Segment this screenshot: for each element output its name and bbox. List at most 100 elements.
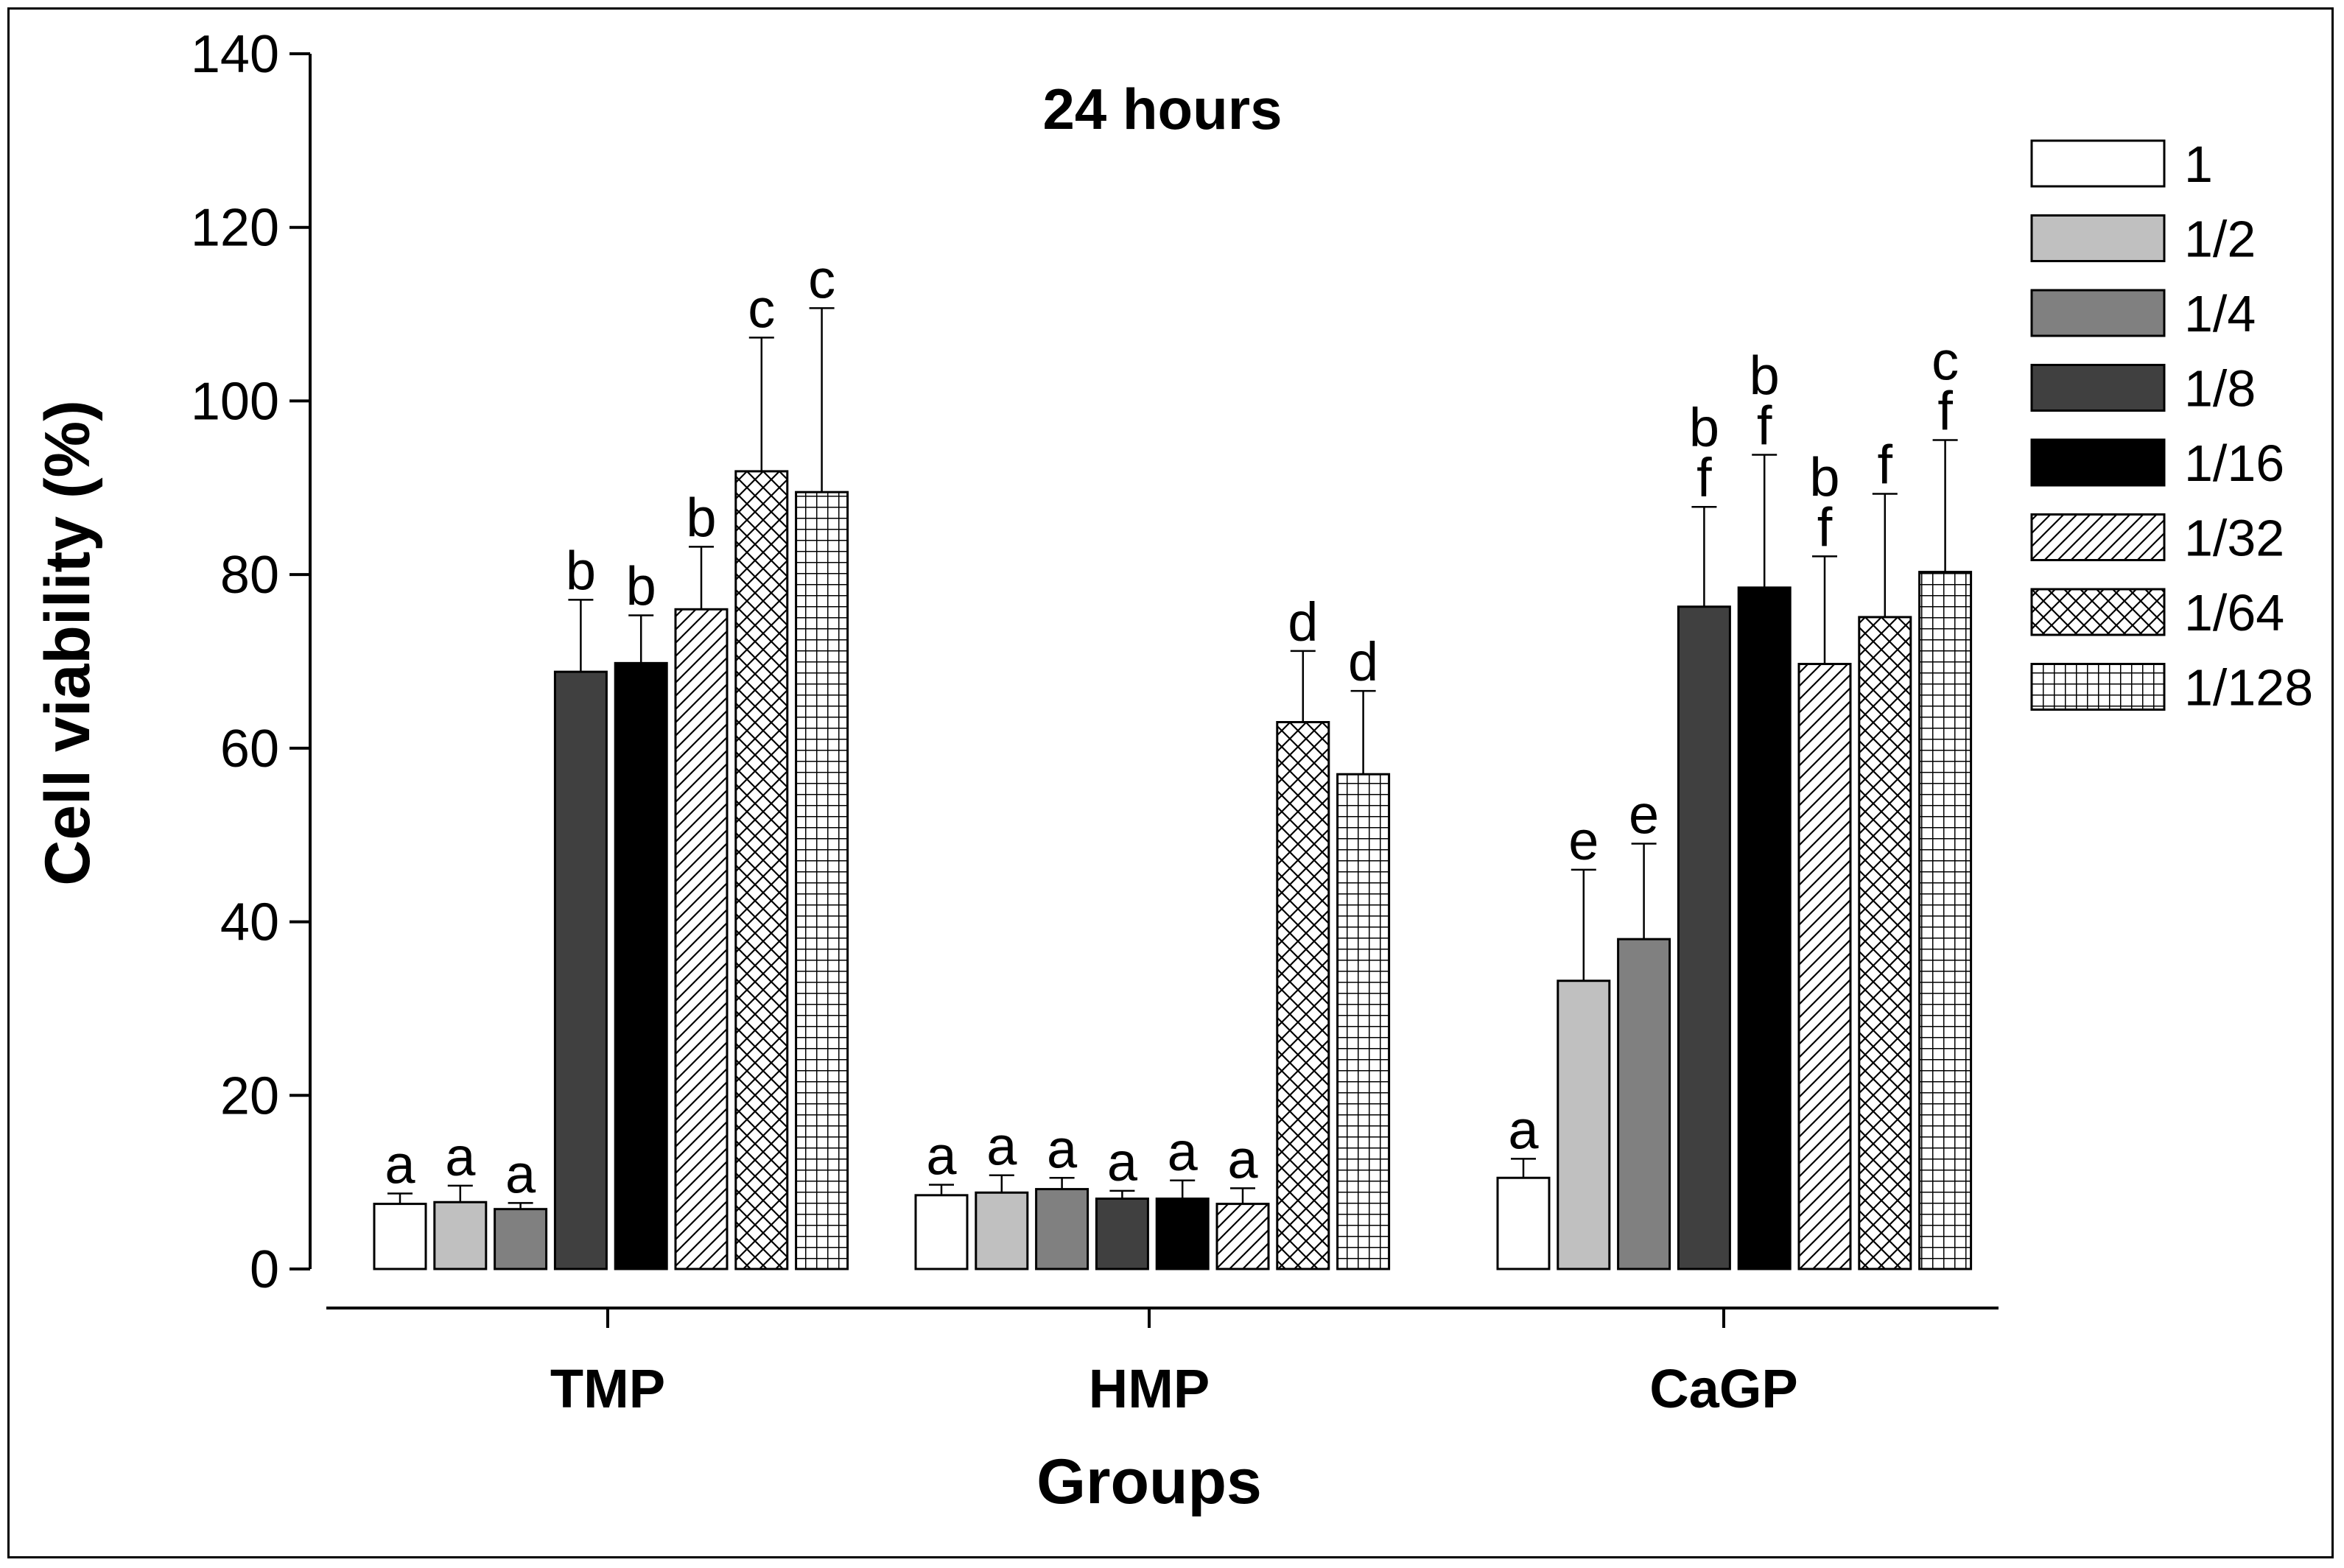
y-tick-label: 60 bbox=[220, 720, 279, 778]
legend-label: 1/2 bbox=[2184, 211, 2256, 268]
bar-group-cagp-1-4: e bbox=[1617, 784, 1671, 1270]
significance-label: b bbox=[1689, 397, 1719, 458]
bar-group-hmp-1-16: a bbox=[1155, 1121, 1210, 1270]
x-group-label-tmp: TMP bbox=[550, 1358, 665, 1419]
legend-swatch bbox=[2030, 663, 2166, 711]
significance-label: a bbox=[986, 1116, 1017, 1177]
bar-group-cagp-1-2: e bbox=[1557, 810, 1611, 1270]
significance-label: c bbox=[1931, 330, 1959, 391]
bar bbox=[1617, 938, 1671, 1270]
significance-label: d bbox=[1348, 631, 1378, 692]
y-tick-label: 0 bbox=[250, 1240, 279, 1299]
bar bbox=[1737, 586, 1792, 1270]
legend-label: 1/128 bbox=[2184, 659, 2313, 717]
bar bbox=[1095, 1198, 1149, 1270]
legend-swatch bbox=[2030, 588, 2166, 636]
significance-label: d bbox=[1288, 591, 1318, 653]
bar bbox=[1336, 773, 1391, 1270]
bar bbox=[494, 1208, 548, 1270]
significance-label: a bbox=[505, 1143, 536, 1204]
significance-label: e bbox=[1629, 784, 1659, 845]
bar bbox=[1035, 1188, 1089, 1270]
bar bbox=[373, 1203, 427, 1270]
legend-item-1-128: 1/128 bbox=[2030, 659, 2313, 717]
bar-group-tmp-1-32: b bbox=[674, 487, 729, 1270]
bar-chart: 24 hours Cell viability (%) Groups 0 20 40… bbox=[32, 25, 2313, 1517]
bar-group-cagp-1-8: bf bbox=[1677, 397, 1731, 1270]
chart-title: 24 hours bbox=[1042, 77, 1282, 141]
x-group-label-cagp: CaGP bbox=[1649, 1358, 1798, 1419]
bar bbox=[975, 1191, 1029, 1270]
bar bbox=[1276, 721, 1330, 1270]
significance-label: b bbox=[566, 540, 596, 601]
bar bbox=[433, 1200, 488, 1270]
bar bbox=[1918, 571, 1973, 1270]
bar-group-tmp-1-64: c bbox=[734, 278, 789, 1270]
significance-label: a bbox=[1227, 1128, 1258, 1189]
legend-item-1: 1 bbox=[2030, 136, 2213, 193]
bar bbox=[1677, 605, 1731, 1270]
bar bbox=[914, 1194, 969, 1270]
significance-label: a bbox=[1107, 1131, 1138, 1192]
bar-group-hmp-1-64: d bbox=[1276, 591, 1330, 1270]
bar bbox=[674, 608, 729, 1270]
significance-label: a bbox=[385, 1133, 415, 1195]
legend-item-1-16: 1/16 bbox=[2030, 435, 2284, 492]
bar-group-hmp-1-2: a bbox=[975, 1116, 1029, 1270]
bar-group-tmp-1-8: b bbox=[553, 540, 608, 1270]
bar bbox=[1557, 980, 1611, 1270]
bar-group-tmp-1-16: b bbox=[614, 556, 668, 1270]
bar-group-tmp-1-128: c bbox=[795, 248, 849, 1270]
significance-label: a bbox=[1168, 1121, 1199, 1182]
legend-item-1-32: 1/32 bbox=[2030, 510, 2284, 567]
legend-label: 1 bbox=[2184, 136, 2213, 193]
significance-label: b bbox=[1750, 345, 1780, 407]
bar bbox=[1496, 1176, 1551, 1270]
legend-item-1-8: 1/8 bbox=[2030, 360, 2256, 418]
bar bbox=[1215, 1203, 1270, 1270]
legend-swatch bbox=[2030, 513, 2166, 561]
y-tick-label: 40 bbox=[220, 893, 279, 952]
significance-label: f bbox=[1696, 447, 1712, 508]
bar-group-cagp-1-64: f bbox=[1858, 435, 1912, 1270]
bar bbox=[614, 661, 668, 1270]
y-tick-label: 20 bbox=[220, 1066, 279, 1125]
significance-label: a bbox=[1047, 1118, 1078, 1179]
bar bbox=[734, 470, 789, 1270]
y-axis-title: Cell viability (%) bbox=[32, 400, 103, 886]
significance-label: b bbox=[686, 487, 716, 548]
significance-label: f bbox=[1878, 435, 1893, 496]
bar bbox=[1797, 663, 1852, 1270]
bar-group-cagp-1: a bbox=[1496, 1099, 1551, 1270]
bar-group-hmp-1: a bbox=[914, 1125, 969, 1270]
bar-group-hmp-1-128: d bbox=[1336, 631, 1391, 1270]
significance-label: a bbox=[1508, 1099, 1539, 1160]
bar bbox=[553, 670, 608, 1270]
y-axis-ticks: 0 20 40 60 80 100 120 140 bbox=[191, 25, 310, 1299]
bar-group-hmp-1-8: a bbox=[1095, 1131, 1149, 1270]
significance-label: f bbox=[1937, 380, 1953, 441]
bar bbox=[795, 491, 849, 1270]
chart-frame: 24 hours Cell viability (%) Groups 0 20 40… bbox=[7, 7, 2334, 1558]
legend-swatch bbox=[2030, 364, 2166, 412]
bar bbox=[1155, 1198, 1210, 1270]
legend-label: 1/64 bbox=[2184, 584, 2284, 641]
bar-group-tmp-1-4: a bbox=[494, 1143, 548, 1270]
bar-group-cagp-1-128: cf bbox=[1918, 330, 1973, 1270]
bar-group-tmp-1: a bbox=[373, 1133, 427, 1270]
legend: 1 1/2 1/4 1/8 1/16 1/32 1/64 1/128 bbox=[2030, 136, 2313, 717]
y-tick-label: 120 bbox=[191, 199, 279, 258]
significance-label: c bbox=[748, 278, 775, 339]
bar-group-hmp-1-32: a bbox=[1215, 1128, 1270, 1270]
y-tick-label: 140 bbox=[191, 25, 279, 84]
significance-label: c bbox=[808, 248, 835, 309]
y-tick-label: 100 bbox=[191, 372, 279, 431]
legend-swatch bbox=[2030, 438, 2166, 487]
y-tick-label: 80 bbox=[220, 546, 279, 605]
legend-swatch bbox=[2030, 289, 2166, 337]
significance-label: f bbox=[1817, 496, 1833, 558]
significance-label: a bbox=[445, 1126, 476, 1187]
legend-swatch bbox=[2030, 139, 2166, 188]
significance-label: f bbox=[1757, 395, 1772, 457]
legend-item-1-4: 1/4 bbox=[2030, 285, 2256, 342]
